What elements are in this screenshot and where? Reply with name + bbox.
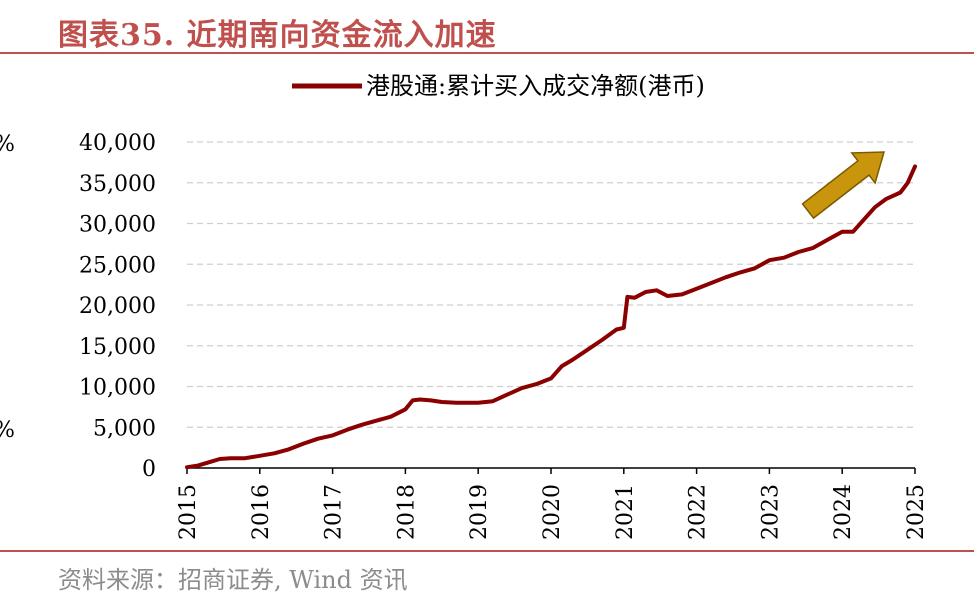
x-tick-label: 2017 (322, 484, 347, 540)
x-tick-label: 2024 (831, 484, 856, 540)
y-tick-label: 0 (142, 457, 156, 482)
y-tick-label: 10,000 (79, 376, 156, 401)
x-axis (186, 467, 916, 474)
legend: 港股通:累计买入成交净额(港币) (292, 72, 705, 100)
x-tick-label: 2023 (758, 484, 783, 540)
arrow-shape (801, 151, 886, 220)
x-tick-label: 2022 (686, 484, 711, 540)
x-tick-label: 2021 (613, 484, 638, 540)
y-tick-label: 25,000 (79, 253, 156, 278)
x-tick-label: 2016 (249, 484, 274, 540)
x-tick-label: 2018 (394, 484, 419, 540)
x-tick-label: 2015 (176, 484, 201, 540)
y-tick-label: 20,000 (79, 294, 156, 319)
x-tick-label: 2020 (540, 484, 565, 540)
clipped-left-glyph-top: % (0, 132, 15, 157)
title-rule (0, 52, 974, 54)
y-axis-ticks: 0 5,000 10,000 15,000 20,000 25,000 30,000 35,0… (79, 131, 156, 482)
source-note: 资料来源：招商证券, Wind 资讯 (58, 566, 408, 594)
x-axis-ticks: 2015 2016 2017 2018 2019 2020 2021 2022 2023 2024… (176, 484, 929, 540)
y-tick-label: 30,000 (79, 213, 156, 238)
y-tick-label: 15,000 (79, 335, 156, 360)
y-tick-label: 5,000 (93, 416, 156, 441)
source-rule (0, 550, 974, 552)
clipped-left-glyph-bottom: % (0, 418, 15, 443)
x-tick-label: 2025 (904, 484, 929, 540)
gridlines (187, 141, 915, 428)
series-line (185, 164, 917, 470)
chart-title: 图表35. 近期南向资金流入加速 (58, 18, 497, 53)
trend-arrow-icon (801, 151, 886, 220)
series-group (185, 164, 917, 470)
y-tick-label: 35,000 (79, 172, 156, 197)
y-tick-label: 40,000 (79, 131, 156, 156)
x-tick-label: 2019 (467, 484, 492, 540)
legend-label: 港股通:累计买入成交净额(港币) (366, 72, 705, 100)
